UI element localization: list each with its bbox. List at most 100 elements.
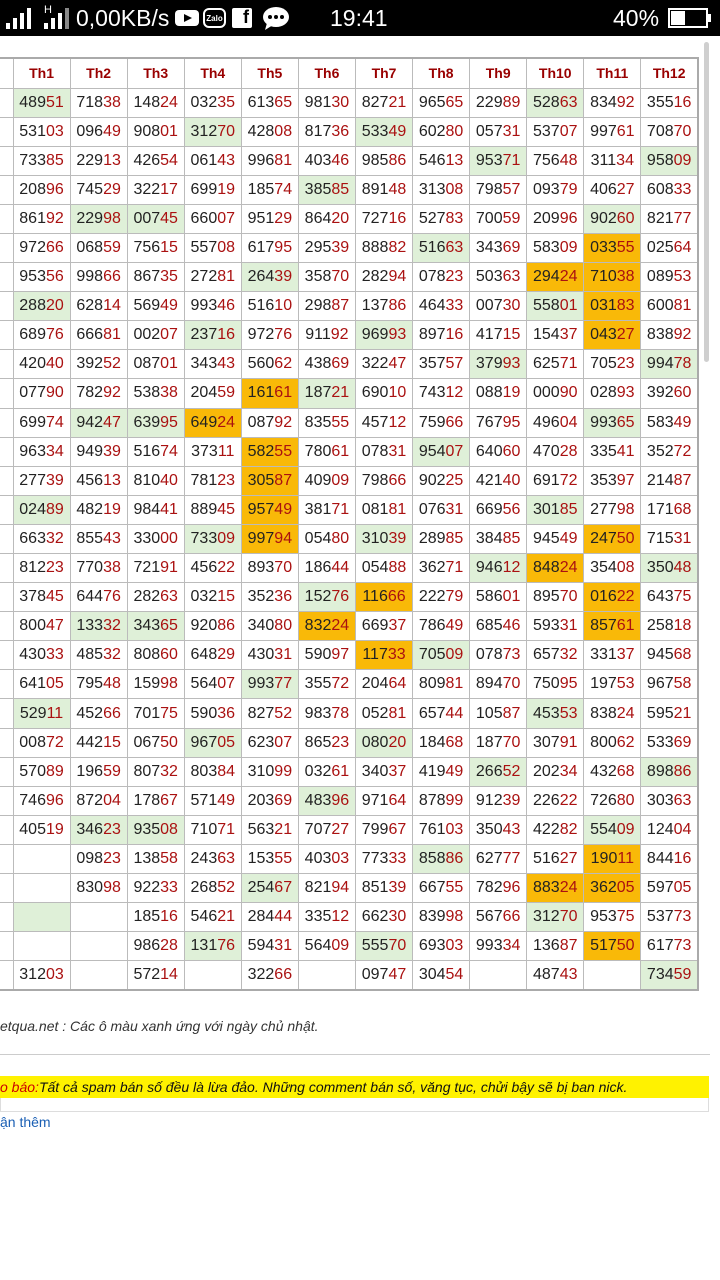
result-last-two: 99 xyxy=(445,791,464,809)
month-header: Th10 xyxy=(526,57,585,89)
result-prefix: 770 xyxy=(76,559,104,577)
result-last-two: 03 xyxy=(445,937,464,955)
result-prefix: 891 xyxy=(361,180,389,198)
result-prefix: 586 xyxy=(475,588,503,606)
result-last-two: 90 xyxy=(45,384,64,402)
result-last-two: 75 xyxy=(673,588,692,606)
result-prefix: 984 xyxy=(133,500,161,518)
result-cell: 69172 xyxy=(526,465,585,496)
result-prefix: 800 xyxy=(590,733,617,751)
result-cell: 45622 xyxy=(183,552,242,584)
result-last-two: 92 xyxy=(45,209,64,227)
result-last-two: 66 xyxy=(274,966,293,984)
result-prefix: 116 xyxy=(362,588,388,606)
result-prefix: 516 xyxy=(247,297,275,315)
result-last-two: 49 xyxy=(445,762,464,780)
result-last-two: 38 xyxy=(103,93,121,111)
result-cell: 83555 xyxy=(297,407,356,438)
result-last-two: 59 xyxy=(103,239,121,257)
result-last-two: 47 xyxy=(388,355,407,373)
result-prefix: 983 xyxy=(304,704,332,722)
result-prefix: 715 xyxy=(646,529,674,547)
result-prefix: 648 xyxy=(190,646,218,664)
result-cell: 36271 xyxy=(412,552,471,584)
result-last-two: 32 xyxy=(559,646,578,664)
table-row: 18516 54621 28444 33512 66230 83998 56766 31270… xyxy=(0,902,699,933)
result-prefix: 799 xyxy=(361,820,389,838)
result-last-two: 64 xyxy=(673,239,692,257)
result-cell: 03183 xyxy=(583,291,642,322)
scrollbar[interactable] xyxy=(704,42,709,362)
result-prefix: 666 xyxy=(76,326,104,344)
result-last-two: 36 xyxy=(331,122,350,140)
table-row: 52911 45266 70175 59036 82752 98378 05281 65744… xyxy=(0,698,699,729)
result-last-two: 96 xyxy=(502,879,521,897)
result-last-two: 37 xyxy=(616,646,635,664)
result-last-two: 33 xyxy=(673,180,692,198)
result-last-two: 78 xyxy=(331,704,350,722)
result-cell: 87204 xyxy=(69,785,128,816)
result-prefix: 832 xyxy=(304,617,332,635)
result-cell: 34365 xyxy=(126,611,185,642)
result-cell: 85139 xyxy=(354,873,414,904)
result-prefix: 002 xyxy=(133,326,161,344)
result-prefix: 617 xyxy=(247,239,275,257)
result-prefix: 289 xyxy=(418,529,446,547)
result-last-two: 34 xyxy=(502,937,521,955)
result-cell: 29539 xyxy=(297,232,356,264)
result-cell xyxy=(69,931,128,962)
result-cell: 66681 xyxy=(69,320,128,351)
result-prefix: 152 xyxy=(304,588,332,606)
table-row: 07790 78292 53838 20459 16161 18721 69010 74312… xyxy=(0,378,699,409)
result-prefix: 798 xyxy=(361,471,389,489)
result-cell: 98378 xyxy=(297,698,356,729)
result-last-two: 08 xyxy=(160,820,178,838)
result-last-two: 55 xyxy=(445,879,464,897)
result-last-two: 32 xyxy=(160,762,178,780)
result-prefix: 889 xyxy=(190,500,218,518)
result-prefix: 902 xyxy=(590,209,617,227)
result-cell xyxy=(0,931,14,962)
result-last-two: 49 xyxy=(160,297,178,315)
result-cell: 31308 xyxy=(412,174,471,205)
result-cell: 48532 xyxy=(69,640,128,671)
result-prefix: 767 xyxy=(475,413,503,431)
result-prefix: 087 xyxy=(247,413,275,431)
result-cell: 00090 xyxy=(526,378,585,409)
result-cell: 27798 xyxy=(583,494,642,525)
result-cell: 96334 xyxy=(12,436,71,467)
result-last-two: 95 xyxy=(502,413,521,431)
result-last-two: 49 xyxy=(103,122,121,140)
result-last-two: 10 xyxy=(388,384,407,402)
result-prefix: 807 xyxy=(133,762,161,780)
result-prefix: 076 xyxy=(418,500,446,518)
result-cell: 70059 xyxy=(469,203,528,234)
result-prefix: 354 xyxy=(590,559,617,577)
result-last-two: 79 xyxy=(445,588,464,606)
result-prefix: 993 xyxy=(590,413,617,431)
result-last-two: 61 xyxy=(274,384,293,402)
table-row: 43033 48532 80860 64829 43031 59097 11733 70509… xyxy=(0,640,699,671)
result-cell: 31134 xyxy=(583,145,642,176)
result-last-two: 85 xyxy=(502,529,521,547)
result-prefix: 350 xyxy=(646,559,674,577)
result-cell: 79967 xyxy=(354,814,414,845)
result-cell: 61795 xyxy=(240,232,299,264)
result-prefix: 078 xyxy=(418,268,446,286)
result-cell: 27739 xyxy=(12,465,71,496)
result-prefix: 935 xyxy=(133,820,161,838)
result-prefix: 229 xyxy=(76,151,104,169)
result-last-two: 21 xyxy=(217,908,236,926)
result-cell: 03215 xyxy=(183,582,242,613)
read-more-link[interactable]: ận thêm xyxy=(0,1114,51,1130)
result-prefix: 817 xyxy=(304,122,332,140)
result-prefix: 043 xyxy=(590,326,617,344)
month-header: Th1 xyxy=(12,57,71,89)
result-cell: 66230 xyxy=(354,902,414,933)
result-prefix: 533 xyxy=(646,733,674,751)
result-cell xyxy=(0,843,14,875)
result-cell: 32247 xyxy=(354,349,414,380)
result-last-two: 01 xyxy=(160,355,178,373)
result-cell: 80981 xyxy=(412,669,471,700)
result-last-two: 03 xyxy=(445,820,464,838)
